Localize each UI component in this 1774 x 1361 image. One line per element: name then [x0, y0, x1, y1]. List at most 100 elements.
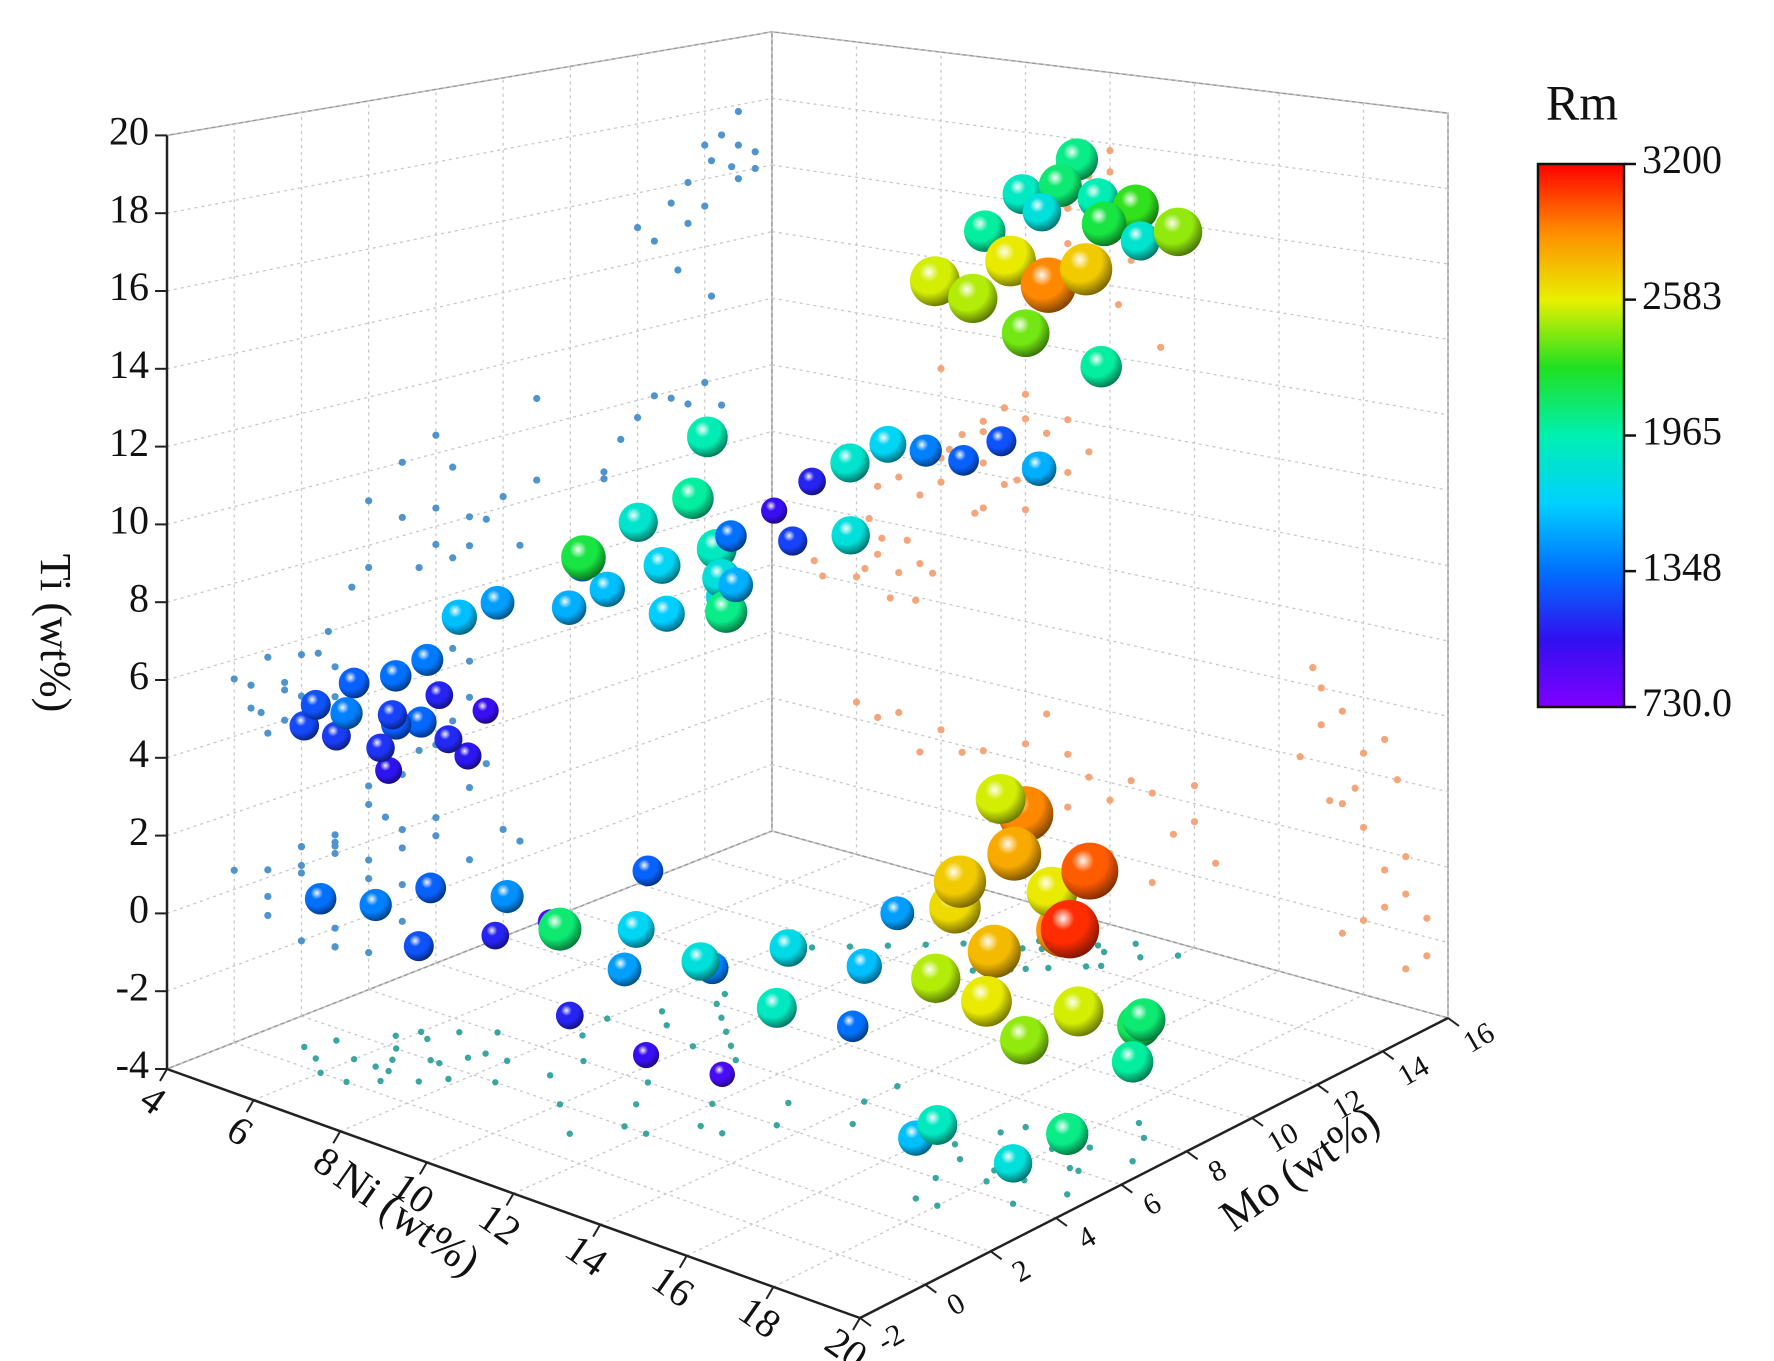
sphere-shade [987, 826, 1042, 881]
sphere-shade [880, 896, 915, 931]
sphere [761, 497, 788, 524]
projection-xz [865, 514, 873, 523]
tick-mark [159, 1068, 168, 1082]
projection-yz [264, 653, 272, 661]
z-tick-label: 12 [109, 420, 149, 465]
x-tick-label: 6 [219, 1106, 261, 1154]
sphere [589, 571, 625, 607]
sphere-shade [648, 595, 685, 632]
sphere-shade [618, 502, 658, 542]
projection-xz [1190, 818, 1199, 826]
projection-yz [499, 825, 507, 834]
sphere-shade [869, 425, 907, 463]
projection-xz [937, 478, 945, 486]
projection-xz [819, 572, 827, 580]
sphere-shade [1122, 998, 1166, 1042]
projection-yz [365, 563, 373, 572]
sphere-shade [538, 907, 582, 951]
x-tick-label: 20 [817, 1319, 876, 1361]
projection-xz [861, 564, 869, 573]
projection-xy [417, 1028, 425, 1036]
sphere [975, 773, 1026, 824]
z-tick-label: 14 [109, 342, 149, 387]
projection-yz [398, 844, 406, 852]
projection-yz [398, 825, 406, 834]
projection-xz [958, 431, 966, 439]
projection-xy [621, 1123, 628, 1130]
tick-mark [1120, 1183, 1133, 1194]
sphere-shade [1080, 345, 1122, 388]
projection-yz [331, 693, 339, 701]
projection-xy [385, 1067, 392, 1075]
grid-line [771, 31, 1449, 114]
grid-line [166, 297, 773, 448]
sphere [830, 443, 870, 483]
y-tick-label: 8 [1203, 1153, 1232, 1189]
projection-xy [492, 1079, 499, 1086]
projection-xz [937, 365, 945, 373]
projection-yz [297, 869, 306, 877]
sphere-shade [359, 888, 392, 922]
projection-xz [1190, 782, 1199, 790]
grid-line [771, 364, 1449, 491]
sphere [632, 1041, 660, 1069]
grid-line [368, 989, 1057, 1219]
projection-yz [297, 843, 306, 851]
projection-xz [958, 748, 966, 756]
sphere [366, 733, 395, 763]
sphere-shade [909, 434, 942, 467]
sphere [986, 426, 1017, 457]
projection-xy [482, 1050, 489, 1057]
projection-xz [852, 573, 861, 581]
sphere [425, 681, 454, 710]
sphere-shade [454, 742, 482, 770]
projection-xy [604, 1015, 611, 1022]
projection-xz [1381, 866, 1389, 874]
sphere-shade [1053, 986, 1104, 1037]
projection-xy [456, 1029, 463, 1036]
tick-mark [990, 1250, 1003, 1261]
tick-mark [419, 1161, 428, 1175]
projection-xz [1338, 929, 1346, 937]
sphere-shade [338, 667, 370, 699]
sphere-shade [1001, 309, 1050, 358]
sphere-shade [672, 477, 714, 520]
projection-yz [650, 392, 658, 400]
projection-xy [934, 1202, 941, 1209]
projection-xy [580, 1057, 587, 1065]
projection-xy [658, 1008, 666, 1015]
projection-yz [324, 627, 332, 636]
projection-yz [264, 911, 272, 920]
projection-xy [861, 1098, 868, 1105]
grid-line [166, 830, 773, 1070]
projection-xy [709, 1100, 716, 1108]
sphere-shade [1081, 201, 1127, 247]
sphere [617, 910, 655, 948]
sphere-shade [993, 1144, 1033, 1183]
z-tick-label: 18 [109, 186, 149, 231]
y-tick-label: 16 [1457, 1016, 1499, 1060]
tick-mark [245, 1099, 255, 1113]
projection-yz [751, 148, 759, 156]
sphere [831, 516, 870, 555]
z-tick-label: 16 [109, 264, 149, 309]
projection-xz [1296, 753, 1304, 761]
sphere [1122, 998, 1166, 1042]
grid-line [166, 31, 773, 137]
projection-xz [1381, 903, 1389, 911]
projection-xz [1359, 749, 1368, 757]
z-tick-label: 10 [109, 498, 149, 543]
sphere-shade [403, 931, 434, 962]
projection-yz [684, 400, 692, 408]
sphere [846, 948, 882, 984]
grid-line [771, 164, 1449, 265]
sphere-shade [1061, 842, 1119, 900]
projection-xz [886, 594, 894, 602]
z-tick-label: 0 [129, 887, 149, 932]
projection-xz [1423, 952, 1431, 960]
sphere [993, 1144, 1033, 1183]
sphere [909, 434, 942, 467]
projection-xy [1135, 1119, 1143, 1127]
projection-yz [499, 492, 507, 501]
sphere [709, 1061, 735, 1088]
